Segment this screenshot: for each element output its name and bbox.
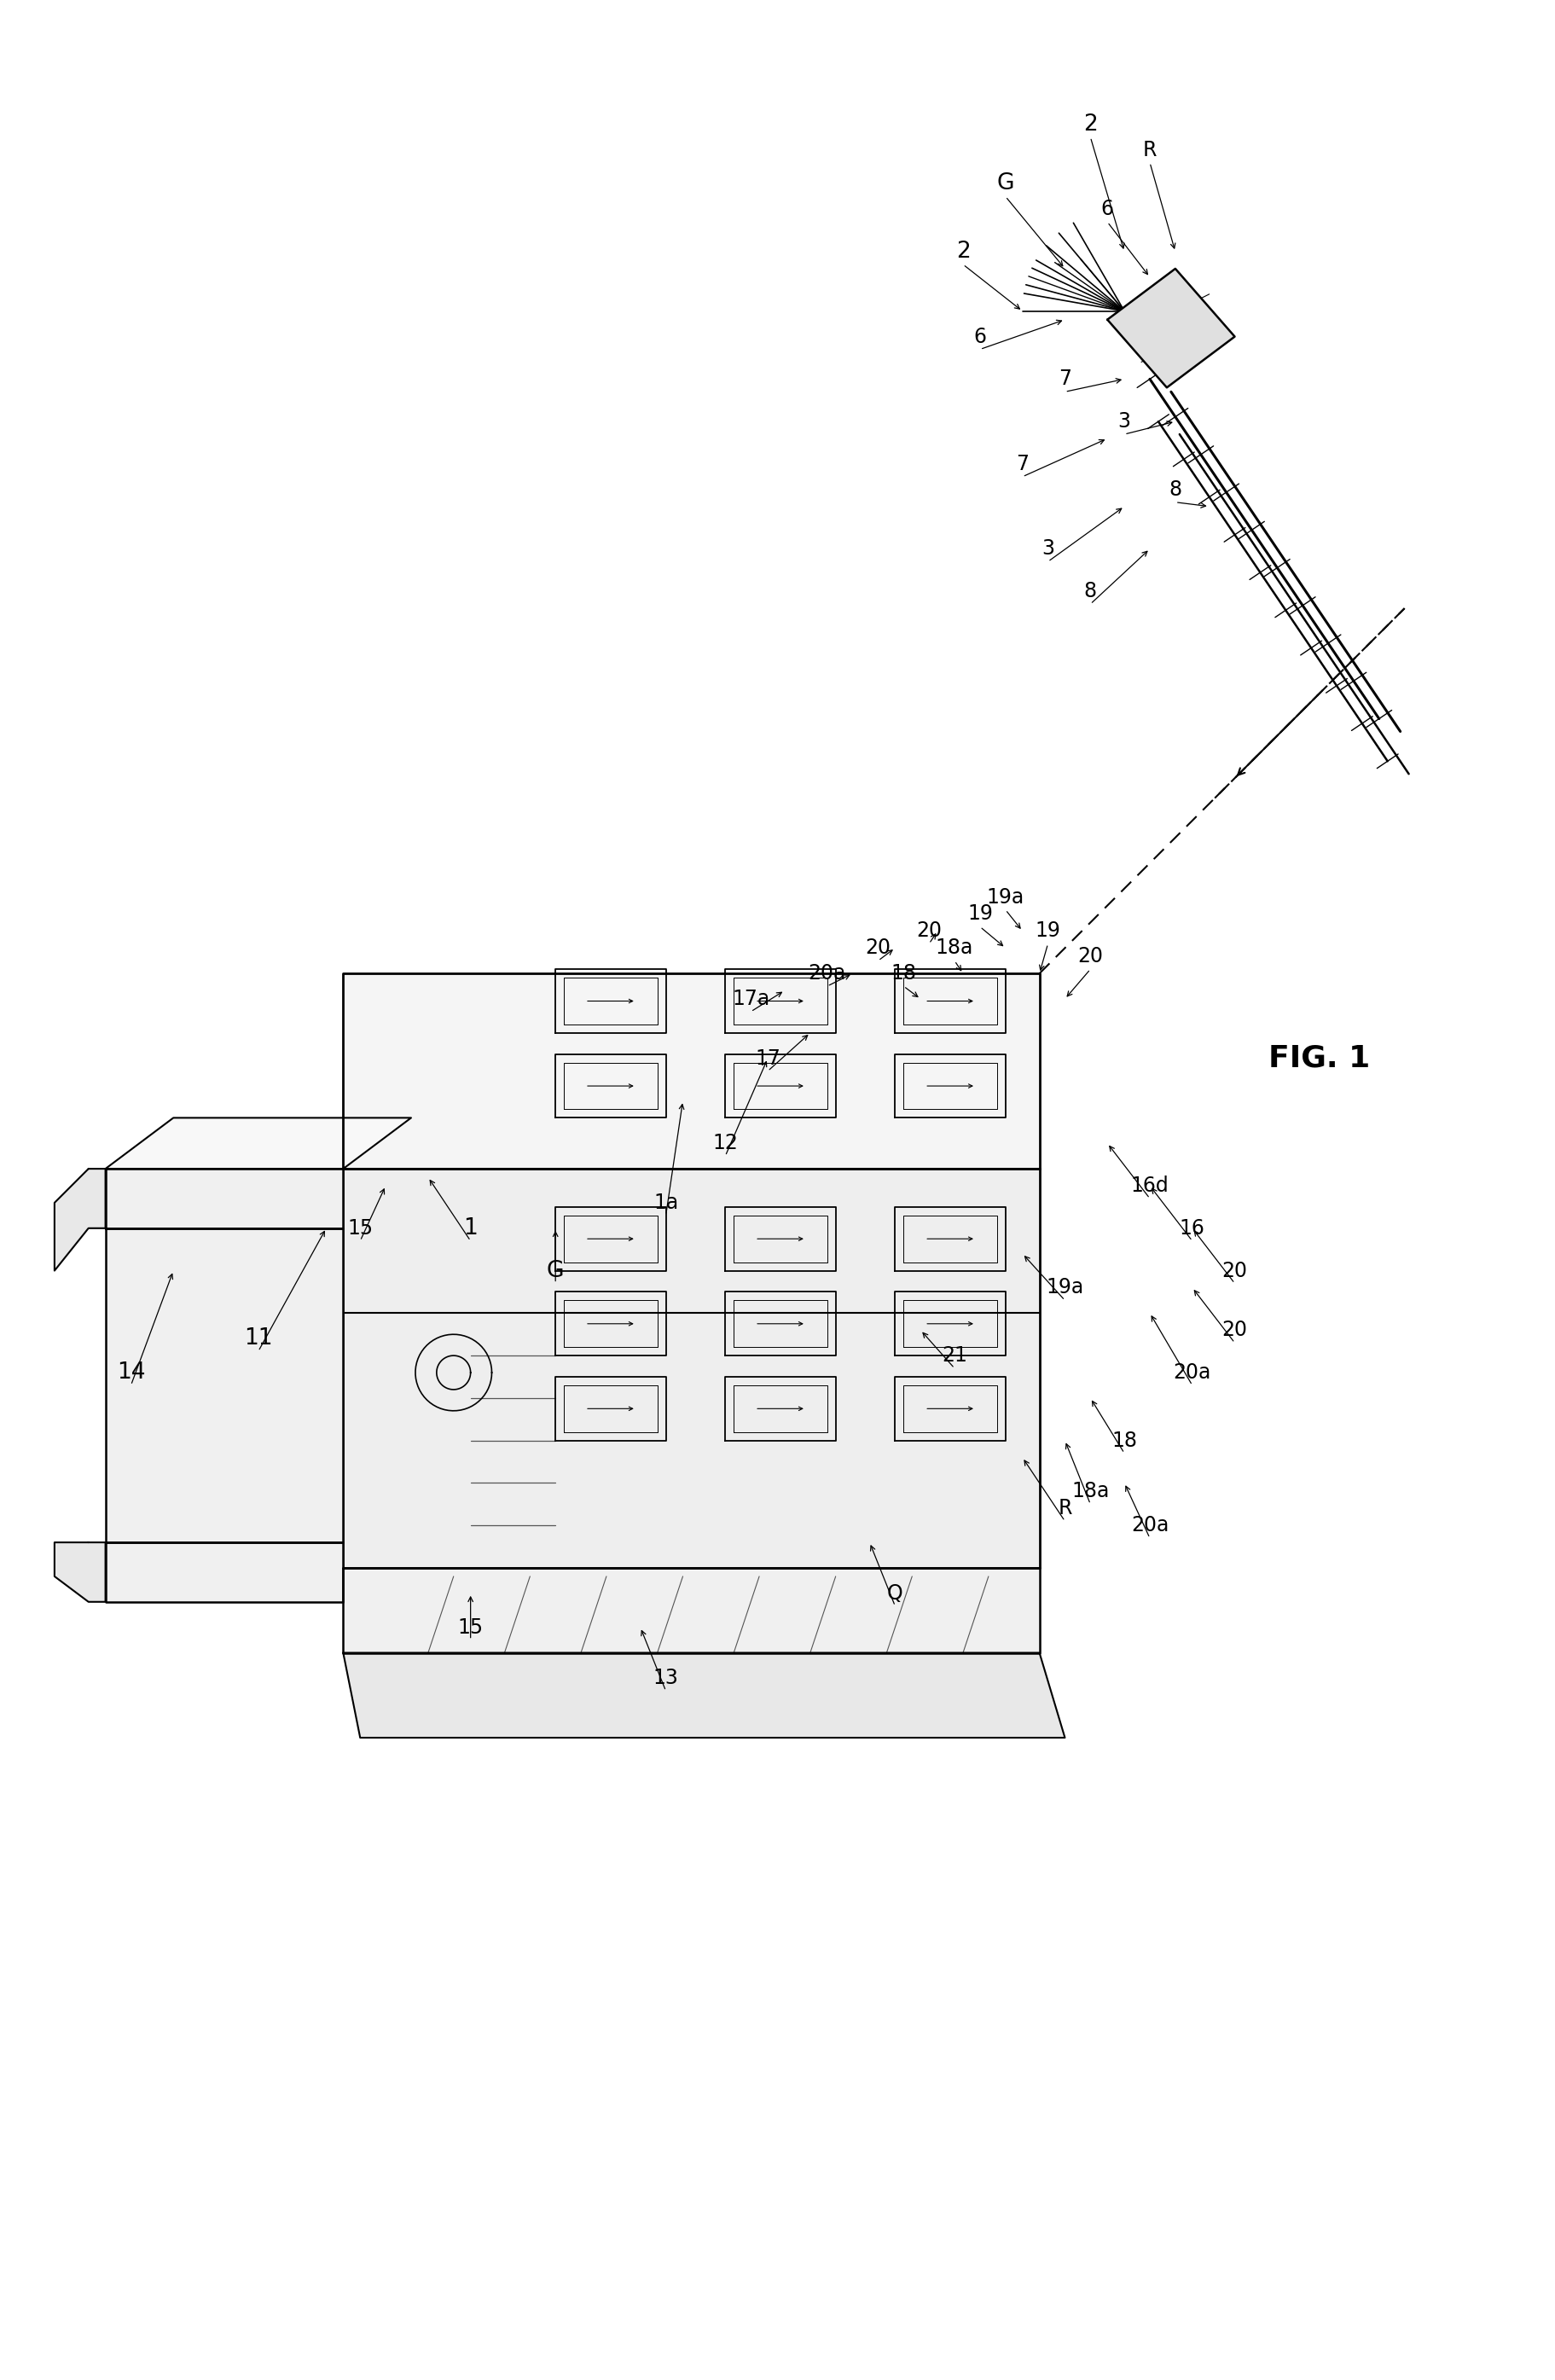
- Text: 18a: 18a: [935, 938, 973, 959]
- Text: G: G: [546, 1259, 564, 1283]
- Text: 3: 3: [1118, 412, 1130, 431]
- Text: 7: 7: [1057, 369, 1071, 390]
- Text: 17: 17: [754, 1047, 781, 1069]
- Text: G: G: [997, 174, 1014, 195]
- Text: 20: 20: [1221, 1321, 1247, 1340]
- Polygon shape: [106, 1119, 411, 1169]
- Text: FIG. 1: FIG. 1: [1267, 1045, 1370, 1073]
- Text: 19a: 19a: [986, 888, 1023, 907]
- Text: 8: 8: [1084, 581, 1096, 602]
- Text: 20a: 20a: [1172, 1361, 1210, 1383]
- Text: 14: 14: [117, 1361, 145, 1383]
- Text: 20: 20: [1078, 947, 1102, 966]
- Text: 1: 1: [463, 1216, 477, 1240]
- Text: 18: 18: [1110, 1430, 1137, 1452]
- Polygon shape: [106, 1169, 344, 1228]
- Text: 15: 15: [457, 1616, 484, 1637]
- Text: 6: 6: [973, 326, 986, 347]
- Text: 16: 16: [1179, 1219, 1205, 1238]
- Polygon shape: [344, 1652, 1064, 1737]
- Text: 13: 13: [653, 1668, 678, 1687]
- Text: 20: 20: [916, 921, 941, 940]
- Text: 3: 3: [1040, 538, 1054, 559]
- Text: 17a: 17a: [731, 988, 770, 1009]
- Text: 7: 7: [1015, 455, 1028, 474]
- Polygon shape: [344, 1568, 1039, 1652]
- Text: 2: 2: [1082, 114, 1096, 136]
- Text: 19: 19: [967, 904, 992, 923]
- Text: 20a: 20a: [1130, 1516, 1168, 1535]
- Text: Q: Q: [886, 1583, 902, 1604]
- Text: 12: 12: [712, 1133, 737, 1154]
- Polygon shape: [344, 973, 1039, 1169]
- Text: 20: 20: [865, 938, 891, 959]
- Text: R: R: [1143, 140, 1157, 159]
- Text: 15: 15: [347, 1219, 373, 1238]
- Text: 19: 19: [1034, 921, 1061, 940]
- Text: 8: 8: [1168, 478, 1182, 500]
- Text: 16d: 16d: [1130, 1176, 1168, 1197]
- Polygon shape: [54, 1169, 106, 1271]
- Text: 21: 21: [941, 1345, 967, 1366]
- Text: 20a: 20a: [807, 964, 846, 983]
- Text: 20: 20: [1221, 1261, 1247, 1280]
- Polygon shape: [344, 1169, 1039, 1568]
- Polygon shape: [1107, 269, 1235, 388]
- Polygon shape: [106, 1228, 344, 1542]
- Text: 1a: 1a: [653, 1192, 678, 1214]
- Polygon shape: [106, 1542, 344, 1602]
- Text: 19a: 19a: [1045, 1278, 1084, 1297]
- Polygon shape: [54, 1542, 106, 1602]
- Text: 18a: 18a: [1071, 1480, 1109, 1502]
- Text: 11: 11: [244, 1328, 272, 1349]
- Text: R: R: [1057, 1497, 1071, 1518]
- Text: 2: 2: [955, 240, 970, 262]
- Text: 6: 6: [1101, 200, 1113, 219]
- Text: 18: 18: [891, 964, 916, 983]
